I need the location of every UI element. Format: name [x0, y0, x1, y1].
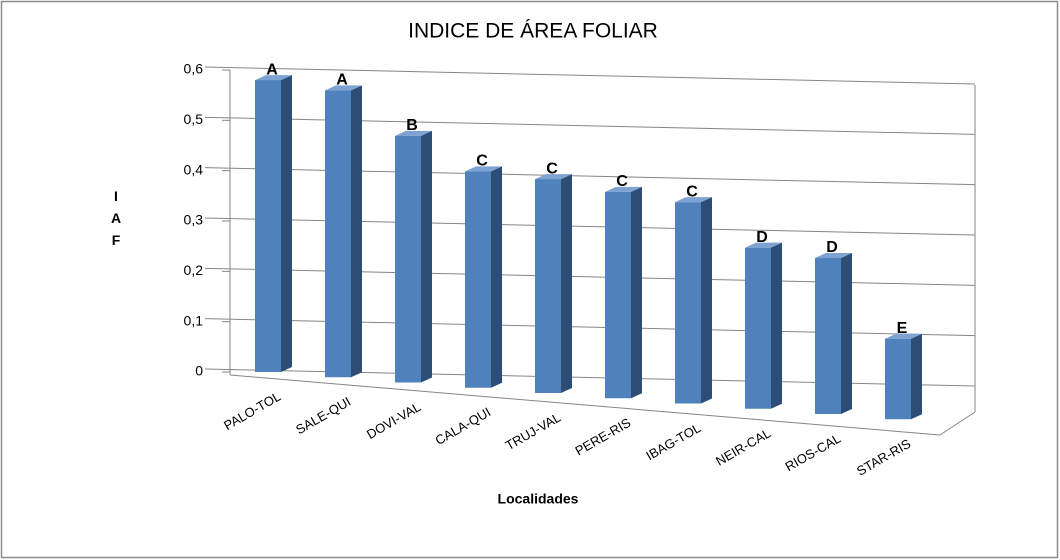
- floor-line: [229, 374, 941, 436]
- data-label: C: [476, 153, 488, 170]
- bar-top: [535, 174, 572, 180]
- chart-title: INDICE DE ÁREA FOLIAR: [408, 20, 658, 43]
- y-tick-label: 0: [195, 363, 203, 379]
- grid-line: [204, 66, 976, 85]
- bar: [815, 257, 841, 414]
- bar-side: [701, 197, 712, 404]
- bar: [605, 191, 631, 399]
- bar-top: [465, 166, 502, 172]
- bar-side: [561, 174, 572, 393]
- y-tick-label: 0,6: [184, 61, 204, 77]
- bar-side: [351, 85, 362, 378]
- y-tick-label: 0,2: [184, 262, 204, 278]
- bar: [325, 90, 351, 378]
- bar-top: [605, 186, 642, 192]
- bar-top: [815, 252, 852, 258]
- y-tick-label: 0,4: [184, 161, 204, 177]
- data-label: B: [406, 117, 418, 134]
- data-label: E: [897, 320, 908, 337]
- x-axis-label: Localidades: [498, 491, 579, 507]
- data-label: C: [686, 183, 698, 200]
- bar-side: [771, 242, 782, 409]
- bar-side: [281, 75, 292, 373]
- data-label: D: [756, 229, 768, 246]
- bar: [255, 80, 281, 373]
- data-label: D: [826, 239, 838, 256]
- bar-side: [491, 166, 502, 388]
- data-label: C: [546, 160, 558, 177]
- bar: [745, 247, 771, 409]
- bar-side: [911, 333, 922, 420]
- bar-side: [421, 130, 432, 383]
- data-label: A: [266, 61, 278, 78]
- bar-top: [675, 197, 712, 203]
- floor-side: [939, 411, 976, 436]
- bar-top: [885, 333, 922, 339]
- bar-top: [255, 75, 292, 81]
- y-tick-label: 0,3: [184, 212, 204, 228]
- bar-top: [395, 130, 432, 136]
- bar-top: [325, 85, 362, 91]
- bar-top: [745, 242, 782, 248]
- bar: [535, 179, 561, 393]
- y-tick-label: 0,1: [184, 312, 204, 328]
- data-label: A: [336, 72, 348, 89]
- bar: [465, 171, 491, 388]
- y-tick-label: 0,5: [184, 111, 204, 127]
- bar-side: [631, 186, 642, 399]
- bar: [675, 202, 701, 404]
- data-label: C: [616, 173, 628, 190]
- bar: [395, 135, 421, 383]
- y-axis-label: IAF: [108, 188, 124, 254]
- bar: [885, 338, 911, 420]
- bar-side: [841, 252, 852, 414]
